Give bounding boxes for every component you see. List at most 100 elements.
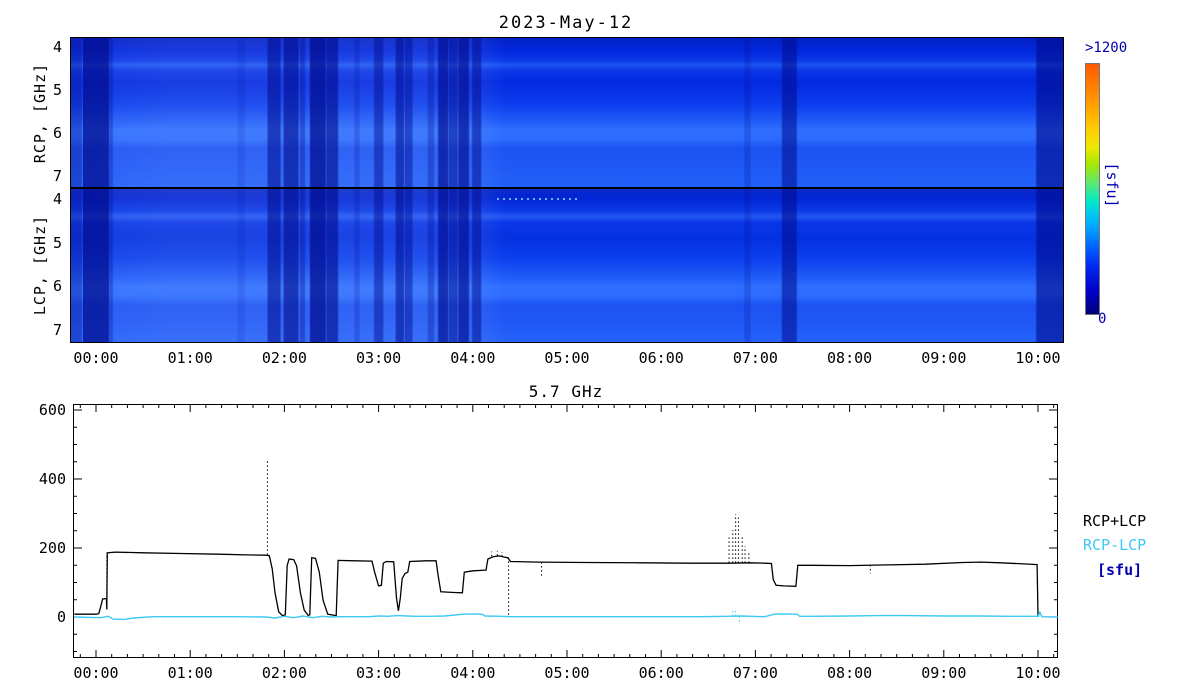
tick (71, 331, 80, 332)
tick (206, 189, 207, 193)
tick (1059, 117, 1063, 118)
tick (128, 38, 129, 42)
tick (756, 180, 757, 188)
series-total (74, 551, 1040, 617)
tick (1059, 69, 1063, 70)
tick (929, 189, 930, 193)
tick (1007, 38, 1008, 42)
tick (379, 334, 380, 342)
tick (1059, 155, 1063, 156)
tick (1059, 230, 1063, 231)
tick (1059, 274, 1063, 275)
tick (709, 338, 710, 342)
tick (81, 189, 82, 193)
tick (615, 38, 616, 42)
tick (71, 168, 75, 169)
flux-tick-label: 400 (38, 470, 66, 488)
tick (536, 38, 537, 42)
tick (71, 73, 75, 74)
tick (740, 38, 741, 42)
tick (615, 184, 616, 188)
tick (71, 117, 75, 118)
tick (756, 189, 757, 197)
tick (583, 38, 584, 42)
tick (960, 184, 961, 188)
rcp-axis-title: RCP, [GHz] (31, 62, 49, 164)
tick (1059, 191, 1063, 192)
tick (71, 278, 75, 279)
tick (71, 274, 75, 275)
tick (301, 184, 302, 188)
tick (1059, 269, 1063, 270)
tick (112, 38, 113, 42)
tick (693, 338, 694, 342)
tick (363, 338, 364, 342)
tick (348, 38, 349, 42)
tick (1059, 256, 1063, 257)
tick (960, 338, 961, 342)
tick (772, 189, 773, 193)
tick (316, 189, 317, 193)
tick (630, 189, 631, 193)
tick (442, 338, 443, 342)
tick (1054, 331, 1063, 332)
tick (332, 184, 333, 188)
tick (991, 184, 992, 188)
tick (1054, 184, 1055, 188)
tick (1054, 189, 1055, 193)
tick (834, 189, 835, 193)
time-tick-label: 02:00 (261, 664, 307, 682)
time-tick-label: 04:00 (450, 349, 496, 367)
tick (1023, 38, 1024, 42)
tick (426, 338, 427, 342)
tick (175, 189, 176, 193)
tick (991, 338, 992, 342)
tick (1039, 189, 1040, 197)
tick (206, 338, 207, 342)
tick (866, 184, 867, 188)
tick (1039, 180, 1040, 188)
time-tick-label: 01:00 (167, 349, 213, 367)
tick (630, 38, 631, 42)
time-tick-label: 08:00 (827, 349, 873, 367)
ts-frame (73, 404, 1058, 658)
tick (929, 338, 930, 342)
tick (677, 184, 678, 188)
tick (1054, 243, 1063, 244)
tick (458, 184, 459, 188)
tick (71, 335, 75, 336)
tick (332, 38, 333, 42)
tick (1059, 65, 1063, 66)
tick (882, 338, 883, 342)
tick (646, 38, 647, 42)
tick (71, 309, 75, 310)
tick (897, 38, 898, 42)
tick (71, 91, 80, 92)
tick (175, 338, 176, 342)
tick (1059, 104, 1063, 105)
tick (1059, 278, 1063, 279)
tick (725, 189, 726, 193)
tick (834, 184, 835, 188)
tick (568, 189, 569, 197)
tick (71, 221, 75, 222)
flux-tick-label: 200 (38, 539, 66, 557)
tick (693, 38, 694, 42)
tick (395, 189, 396, 193)
tick (1059, 221, 1063, 222)
tick (71, 47, 80, 48)
tick (1059, 291, 1063, 292)
tick (693, 189, 694, 193)
spectrogram-plot-area (70, 37, 1064, 343)
tick (71, 282, 75, 283)
tick (473, 189, 474, 197)
tick (819, 38, 820, 42)
tick (363, 38, 364, 42)
tick (1059, 52, 1063, 53)
tick (348, 338, 349, 342)
tick (866, 38, 867, 42)
tick (552, 338, 553, 342)
tick (175, 184, 176, 188)
tick (222, 38, 223, 42)
tick (71, 155, 75, 156)
